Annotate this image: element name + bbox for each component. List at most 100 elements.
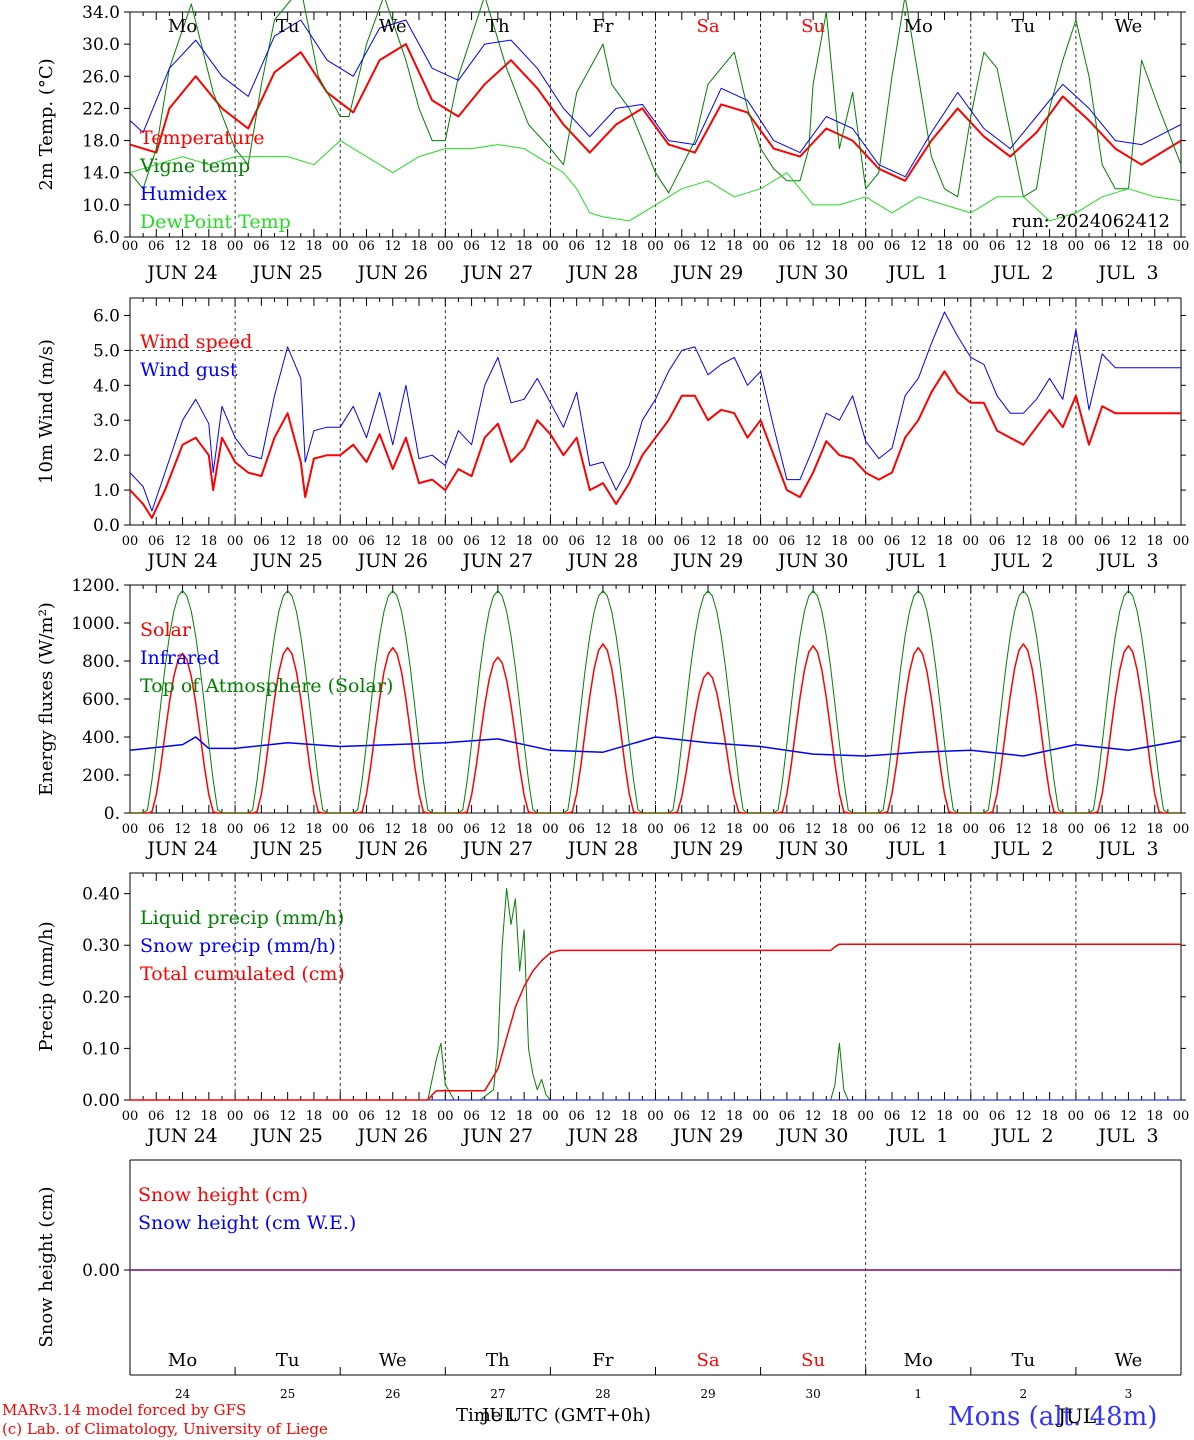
- date-tick-label: JUN 25: [250, 550, 322, 572]
- date-tick-label: JUN 30: [776, 838, 848, 860]
- date-tick-label: JUN 30: [776, 550, 848, 572]
- date-tick-label: JUN 28: [566, 1125, 638, 1147]
- y-tick-label: 1.0: [93, 481, 120, 501]
- hour-tick-label: 06: [779, 534, 796, 549]
- day-number-label: 29: [700, 1387, 715, 1401]
- hour-tick-label: 12: [700, 239, 717, 254]
- hour-tick-label: 18: [411, 1109, 428, 1124]
- hour-tick-label: 12: [700, 534, 717, 549]
- y-tick-label: 1000.: [71, 614, 120, 634]
- hour-tick-label: 06: [253, 534, 270, 549]
- y-tick-label: 34.0: [82, 3, 120, 23]
- hour-tick-label: 00: [227, 822, 244, 837]
- day-number-label: 30: [806, 1387, 821, 1401]
- hour-tick-label: 06: [989, 822, 1006, 837]
- hour-tick-label: 06: [148, 822, 165, 837]
- y-tick-label: 0.30: [82, 936, 120, 956]
- weekday-label: Th: [486, 16, 510, 37]
- weekday-label: Su: [801, 1350, 825, 1371]
- y-tick-label: 4.0: [93, 376, 120, 396]
- date-tick-label: JUN 28: [566, 838, 638, 860]
- hour-tick-label: 18: [831, 239, 848, 254]
- hour-tick-label: 06: [1094, 1109, 1111, 1124]
- y-tick-label: 10.0: [82, 196, 120, 216]
- hour-tick-label: 12: [910, 822, 927, 837]
- hour-tick-label: 12: [805, 239, 822, 254]
- y-tick-label: 0.00: [82, 1261, 120, 1281]
- date-tick-label: JUN 28: [566, 262, 638, 284]
- hour-tick-label: 06: [884, 822, 901, 837]
- legend-entry: Wind speed: [140, 331, 252, 353]
- y-tick-label: 400.: [82, 728, 120, 748]
- day-number-label: 2: [1020, 1387, 1028, 1401]
- time-axis-title: Time UTC (GMT+0h): [456, 1405, 651, 1426]
- weekday-label: Sa: [697, 16, 720, 37]
- weekday-label: Tu: [1012, 16, 1036, 37]
- y-tick-label: 22.0: [82, 99, 120, 119]
- y-tick-label: 0.10: [82, 1039, 120, 1059]
- hour-tick-label: 18: [726, 822, 743, 837]
- hour-tick-label: 06: [253, 239, 270, 254]
- date-tick-label: JUN 26: [356, 838, 428, 860]
- hour-tick-label: 12: [490, 1109, 507, 1124]
- hour-tick-label: 12: [384, 1109, 401, 1124]
- weekday-label: We: [1115, 1350, 1143, 1371]
- hour-tick-label: 00: [1173, 239, 1190, 254]
- hour-tick-label: 12: [174, 1109, 191, 1124]
- weekday-label: We: [379, 16, 407, 37]
- day-number-label: 25: [280, 1387, 295, 1401]
- date-tick-label: JUN 27: [461, 550, 533, 572]
- hour-tick-label: 06: [1094, 239, 1111, 254]
- weekday-label: Mo: [904, 16, 933, 37]
- hour-tick-label: 00: [542, 534, 559, 549]
- hour-tick-label: 12: [910, 1109, 927, 1124]
- hour-tick-label: 06: [1094, 534, 1111, 549]
- hour-tick-label: 06: [253, 1109, 270, 1124]
- hour-tick-label: 06: [989, 534, 1006, 549]
- weekday-label: We: [1115, 16, 1143, 37]
- hour-tick-label: 00: [647, 822, 664, 837]
- y-tick-label: 0.: [104, 804, 120, 824]
- date-tick-label: JUN 24: [145, 838, 217, 860]
- series-line-top-of-atmosphere-solar-: [130, 590, 1181, 814]
- hour-tick-label: 18: [1041, 822, 1058, 837]
- legend-entry: Top of Atmosphere (Solar): [140, 675, 393, 697]
- hour-tick-label: 18: [201, 534, 218, 549]
- hour-tick-label: 18: [411, 822, 428, 837]
- y-tick-label: 0.00: [82, 1091, 120, 1111]
- hour-tick-label: 18: [621, 239, 638, 254]
- hour-tick-label: 00: [437, 822, 454, 837]
- hour-tick-label: 00: [1068, 239, 1085, 254]
- hour-tick-label: 00: [437, 239, 454, 254]
- hour-tick-label: 12: [910, 239, 927, 254]
- hour-tick-label: 00: [647, 1109, 664, 1124]
- weekday-label: Th: [486, 1350, 510, 1371]
- hour-tick-label: 00: [647, 534, 664, 549]
- hour-tick-label: 06: [358, 534, 375, 549]
- hour-tick-label: 06: [148, 534, 165, 549]
- hour-tick-label: 00: [332, 1109, 349, 1124]
- date-tick-label: JUL 1: [886, 550, 948, 572]
- series-line-infrared: [129, 736, 1182, 757]
- hour-tick-label: 18: [1041, 239, 1058, 254]
- hour-tick-label: 00: [542, 239, 559, 254]
- hour-tick-label: 18: [831, 1109, 848, 1124]
- hour-tick-label: 18: [306, 1109, 323, 1124]
- hour-tick-label: 00: [122, 1109, 139, 1124]
- hour-tick-label: 12: [174, 239, 191, 254]
- hour-tick-label: 00: [542, 822, 559, 837]
- hour-tick-label: 12: [384, 534, 401, 549]
- date-tick-label: JUL 2: [991, 550, 1053, 572]
- hour-tick-label: 18: [411, 534, 428, 549]
- y-tick-label: 30.0: [82, 35, 120, 55]
- hour-tick-label: 18: [621, 534, 638, 549]
- hour-tick-label: 06: [1094, 822, 1111, 837]
- day-number-label: 24: [175, 1387, 191, 1401]
- hour-tick-label: 06: [148, 239, 165, 254]
- hour-tick-label: 00: [332, 534, 349, 549]
- date-tick-label: JUN 27: [461, 1125, 533, 1147]
- series-line-temperature: [129, 43, 1182, 182]
- weekday-label: Fr: [592, 16, 613, 37]
- hour-tick-label: 00: [332, 239, 349, 254]
